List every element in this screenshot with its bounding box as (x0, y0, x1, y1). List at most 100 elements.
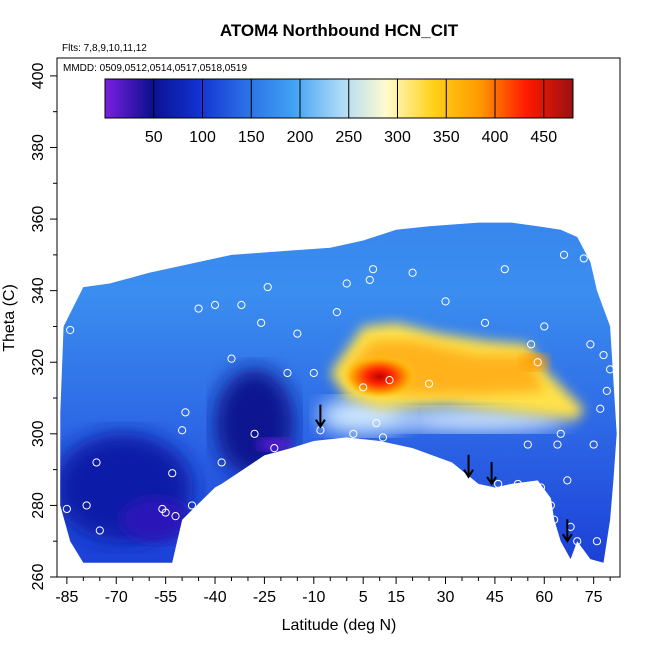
colorbar-tick-label: 150 (238, 129, 265, 146)
sample-point (168, 469, 177, 478)
colorbar-tick-label: 350 (433, 129, 460, 146)
y-tick-label: 400 (30, 62, 47, 89)
sample-point (378, 433, 388, 442)
colorbar-tick-label: 450 (530, 129, 557, 146)
arrow-head (561, 533, 573, 544)
sample-point (596, 404, 605, 413)
colorbar-gradient (104, 78, 574, 119)
sample-point (342, 279, 351, 288)
x-tick-label: -40 (203, 589, 226, 606)
arrow-head (463, 469, 474, 479)
sample-point (513, 479, 523, 489)
sample-point (563, 476, 572, 485)
max-core-region (341, 354, 418, 399)
x-tick-label: 30 (437, 589, 455, 606)
x-tick-label: -25 (253, 589, 276, 606)
sample-point (533, 358, 542, 367)
colorbar-tick-label: 400 (482, 129, 509, 146)
colorbar-tick-label: 200 (287, 129, 314, 146)
x-tick-label: 15 (387, 589, 405, 606)
y-tick-label: 380 (30, 134, 47, 161)
x-tick-label: 75 (585, 589, 603, 606)
sample-point (536, 483, 546, 492)
sample-point (194, 304, 203, 313)
sample-point (550, 515, 559, 524)
sample-point (372, 418, 381, 428)
sample-point (523, 440, 532, 449)
sample-point (553, 440, 562, 449)
sample-point (66, 325, 75, 335)
chart-title: ATOM4 Northbound HCN_CIT (220, 21, 459, 40)
sample-point (606, 365, 615, 374)
colorbar-tick-label: 50 (145, 129, 163, 146)
sample-point (494, 479, 503, 489)
dates-label: MMDD: 0509,0512,0514,0517,0518,0519 (63, 63, 247, 74)
sample-point (62, 504, 71, 514)
sample-point (441, 297, 450, 306)
y-tick-label: 340 (30, 277, 47, 304)
sample-point (82, 501, 91, 510)
sample-point (556, 429, 565, 438)
x-axis-label: Latitude (deg N) (282, 617, 397, 634)
y-axis-label: Theta (C) (1, 284, 18, 352)
sample-point (365, 275, 374, 285)
arrow-markers (315, 404, 573, 544)
x-tick-label: -70 (105, 589, 128, 606)
sample-point (293, 329, 302, 338)
sample-point (270, 444, 279, 453)
y-tick-label: 260 (30, 564, 47, 591)
y-axis: 260 280 300 320 340 360 380 400 (30, 62, 57, 590)
sample-point (599, 350, 608, 360)
sample-point (178, 426, 187, 435)
sample-point (283, 368, 292, 378)
sample-point (592, 537, 602, 546)
plot-frame (56, 57, 621, 578)
colorbar-tick-label: 300 (384, 129, 411, 146)
sample-points (62, 250, 615, 546)
sample-point (237, 300, 246, 310)
south-min-region (120, 497, 191, 542)
sample-point (540, 322, 549, 331)
sample-point (559, 250, 569, 259)
sample-point (546, 501, 555, 510)
flights-label: Flts: 7,8,9,10,11,12 (62, 43, 147, 54)
sample-point (602, 386, 611, 395)
heatmap-field (60, 222, 617, 563)
sample-point (95, 526, 104, 535)
sample-point (161, 508, 170, 517)
sample-point (309, 368, 318, 378)
arrow-head (486, 476, 497, 486)
sample-point (79, 275, 88, 285)
sample-point (385, 376, 394, 385)
sample-point (368, 265, 378, 274)
sample-point (181, 408, 190, 417)
sample-point (408, 268, 417, 277)
sample-point (359, 383, 368, 392)
sample-point (210, 300, 220, 310)
sample-point (424, 379, 434, 388)
sample-point (332, 308, 341, 317)
sample-point (401, 447, 411, 456)
y-tick-label: 320 (30, 349, 47, 376)
sample-point (500, 265, 509, 274)
colorbar-tick-label: 100 (189, 129, 216, 146)
sample-point (586, 340, 595, 349)
sample-point (171, 512, 180, 521)
sample-point (257, 318, 266, 327)
sample-point (527, 340, 536, 349)
x-tick-label: -55 (154, 589, 177, 606)
sample-point (480, 318, 490, 327)
x-tick-label: -10 (302, 589, 325, 606)
sample-point (573, 537, 582, 546)
y-tick-label: 360 (30, 206, 47, 233)
central-low-region (214, 368, 295, 479)
y-tick-label: 300 (30, 420, 47, 447)
sample-point (92, 458, 101, 467)
x-axis: -85 -70 -55 -40 -25 -10 5 15 30 45 60 75 (55, 577, 611, 606)
sample-point (263, 282, 272, 292)
colorbar: 50 100 150 200 250 300 350 400 450 (104, 78, 574, 146)
x-tick-label: -85 (55, 589, 78, 606)
sample-point (227, 354, 236, 363)
sample-point (579, 254, 588, 263)
